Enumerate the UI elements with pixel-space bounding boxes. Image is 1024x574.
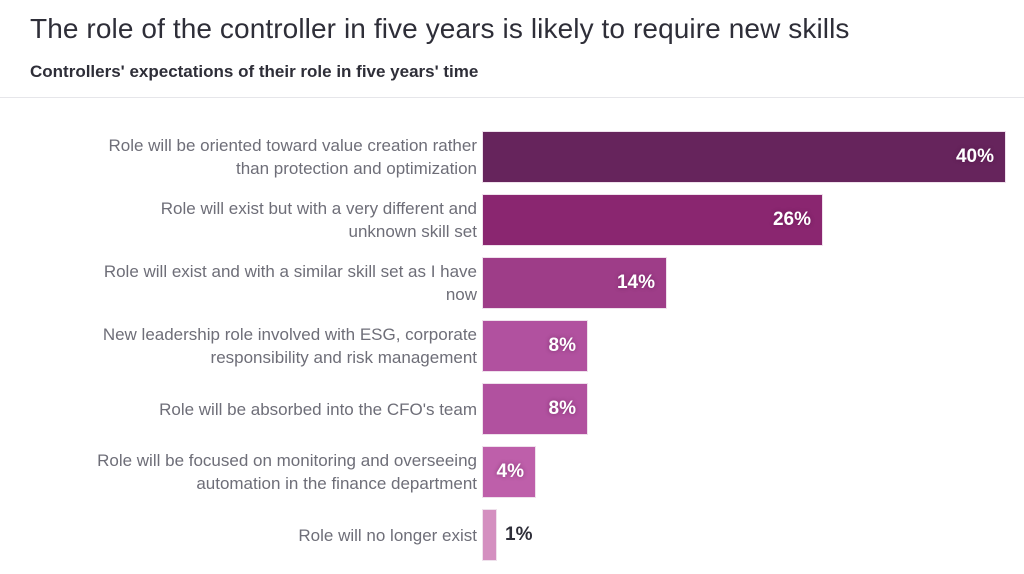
chart-row: Role will be oriented toward value creat… [30,132,1024,182]
bar-chart: Role will be oriented toward value creat… [30,132,1024,560]
chart-row: New leadership role involved with ESG, c… [30,321,1024,371]
category-label-line: Role will be absorbed into the CFO's tea… [159,399,477,419]
bar-area: 4% [483,447,1024,497]
bar: 8% [483,384,587,434]
bar: 40% [483,132,1005,182]
bar-area: 8% [483,321,1024,371]
category-label: Role will no longer exist [30,524,483,547]
value-label-outside: 1% [505,524,533,545]
value-label-inside: 26% [772,209,811,230]
chart-title: The role of the controller in five years… [30,13,850,44]
category-label-line: Role will exist and with a similar skill… [103,262,477,281]
category-label: Role will be absorbed into the CFO's tea… [30,398,483,421]
category-label-line: Role will exist but with a very differen… [160,199,477,218]
category-label: Role will be focused on monitoring and o… [30,449,483,495]
value-label-inside: 8% [548,398,576,419]
category-label: New leadership role involved with ESG, c… [30,323,483,369]
chart-row: Role will no longer exist 1% [30,510,1024,560]
bar [483,510,496,560]
value-label-inside: 4% [496,461,524,482]
category-label-line: Role will be oriented toward value creat… [108,136,477,155]
category-label-line: responsibility and risk management [210,348,477,367]
category-label: Role will exist but with a very differen… [30,197,483,243]
category-label-line: unknown skill set [348,222,477,241]
bar-area: 14% [483,258,1024,308]
bar: 14% [483,258,666,308]
bar: 26% [483,195,822,245]
bar-area: 8% [483,384,1024,434]
chart-row: Role will be focused on monitoring and o… [30,447,1024,497]
value-label-inside: 8% [548,335,576,356]
bar-area: 26% [483,195,1024,245]
category-label-line: automation in the finance department [196,474,477,493]
chart-row: Role will exist but with a very differen… [30,195,1024,245]
chart-subtitle: Controllers' expectations of their role … [30,62,479,81]
bar-area: 1% [483,510,1024,560]
bar: 4% [483,447,535,497]
category-label-line: Role will be focused on monitoring and o… [97,451,477,470]
category-label: Role will be oriented toward value creat… [30,134,483,180]
chart-row: Role will be absorbed into the CFO's tea… [30,384,1024,434]
bar: 8% [483,321,587,371]
category-label-line: New leadership role involved with ESG, c… [102,325,477,344]
category-label-line: than protection and optimization [236,159,477,178]
value-label-inside: 40% [955,146,994,167]
value-label-inside: 14% [616,272,655,293]
bar-area: 40% [483,132,1024,182]
chart-row: Role will exist and with a similar skill… [30,258,1024,308]
category-label-line: now [445,285,477,304]
header-divider [0,97,1024,98]
category-label: Role will exist and with a similar skill… [30,260,483,306]
category-label-line: Role will no longer exist [298,525,477,545]
